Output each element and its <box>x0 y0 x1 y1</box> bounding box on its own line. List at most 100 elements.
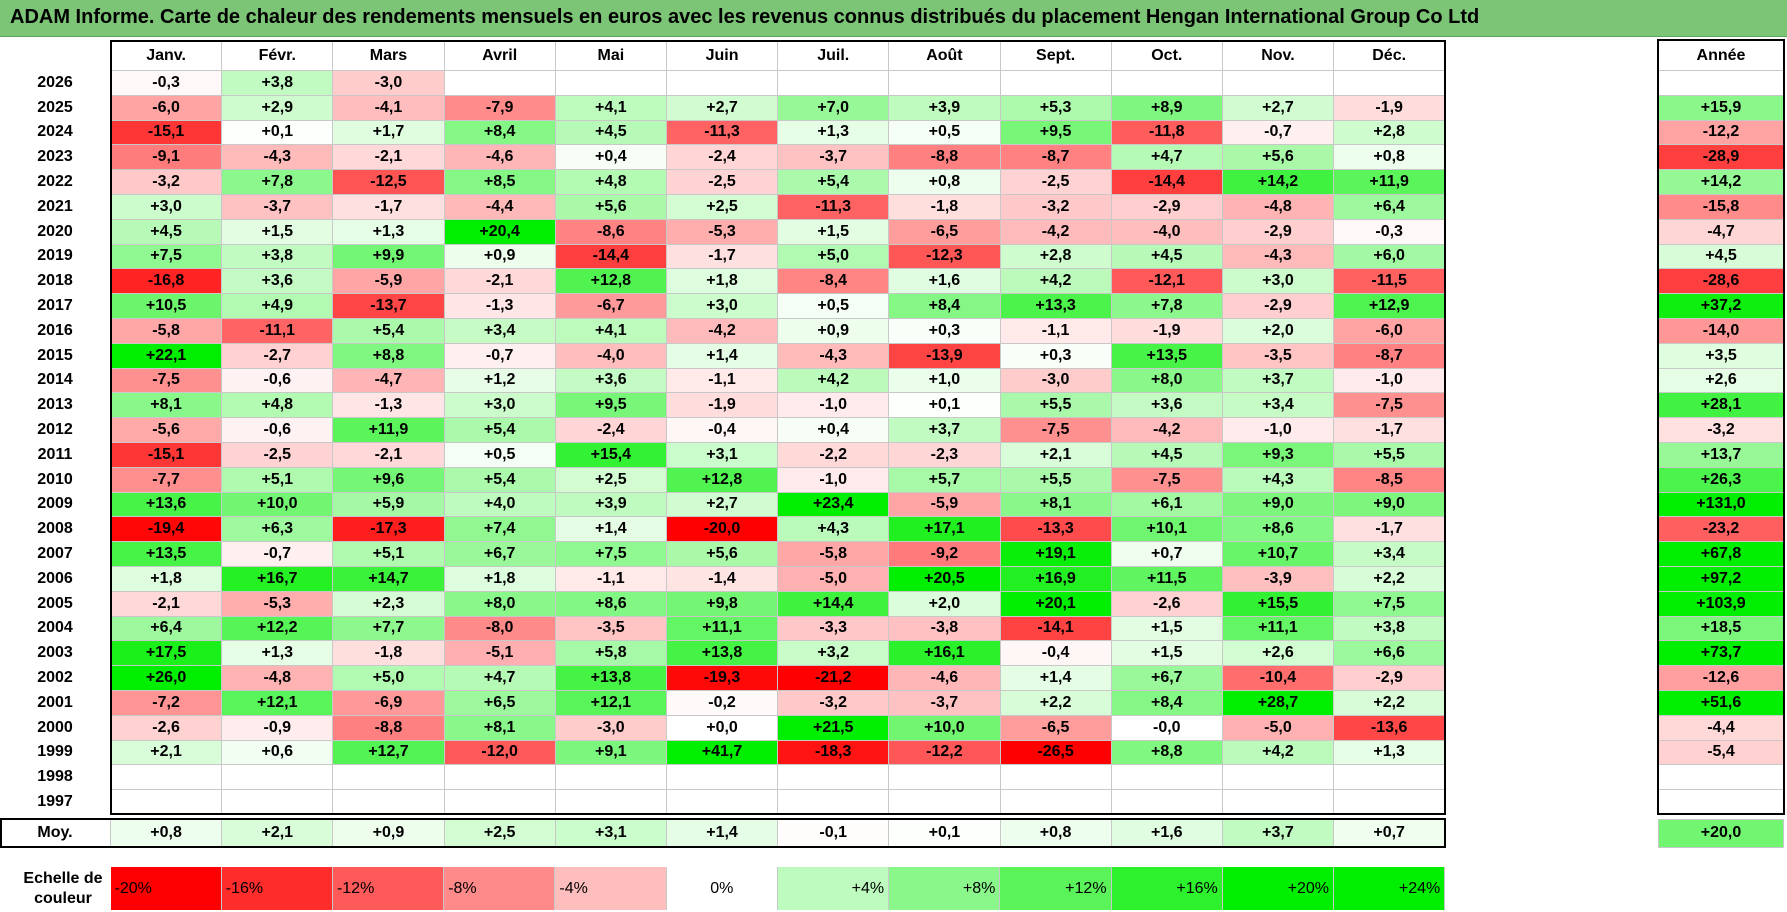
heatmap-cell: -5,0 <box>1221 714 1335 741</box>
year-label: 2021 <box>37 197 73 215</box>
heatmap-cell: +5,7 <box>888 466 1001 493</box>
heatmap-cell: +3,2 <box>777 640 890 667</box>
heatmap-cell: +10,0 <box>221 491 334 518</box>
heatmap-cell: +14,7 <box>332 565 445 592</box>
annual-cell: +37,2 <box>1658 293 1784 319</box>
heatmap-cell: +6,5 <box>443 689 556 716</box>
heatmap-cell: +3,4 <box>1221 392 1335 419</box>
heatmap-cell: +4,1 <box>554 317 667 344</box>
average-cell: +0,8 <box>999 818 1112 848</box>
annual-returns-grid: Année +15,9 -12,2 -28,9 +14,2 -15,8 -4,7 +4,5 -2… <box>1658 40 1784 848</box>
heatmap-cell: -0,3 <box>109 70 223 96</box>
heatmap-cell: -3,9 <box>1221 565 1335 592</box>
year-label: 2010 <box>37 470 73 488</box>
annual-cell: +13,7 <box>1658 441 1784 468</box>
heatmap-cell: -13,7 <box>332 293 445 319</box>
year-label: 2011 <box>37 445 73 463</box>
color-scale-step: -12% <box>332 867 445 911</box>
month-header: Mars <box>332 40 445 71</box>
color-scale-step: +20% <box>1222 867 1334 911</box>
heatmap-cell: -12,3 <box>888 243 1001 270</box>
heatmap-cell: -3,3 <box>777 615 890 642</box>
heatmap-cell: +1,4 <box>999 665 1112 691</box>
heatmap-cell: +2,1 <box>109 739 223 766</box>
heatmap-cell <box>1333 764 1446 791</box>
heatmap-cell: +9,0 <box>1221 491 1335 518</box>
monthly-returns-grid: Janv. Févr. Mars Avril Mai Juin Juil. Août Sept.… <box>0 40 1446 848</box>
heatmap-cell: -4,4 <box>443 193 556 220</box>
heatmap-cell: +5,8 <box>554 640 667 667</box>
heatmap-cell: -0,7 <box>443 342 556 369</box>
average-cell: -0,1 <box>777 818 890 848</box>
heatmap-cell: +5,1 <box>332 541 445 567</box>
year-label: 2026 <box>37 73 73 91</box>
heatmap-cell: +4,2 <box>999 268 1112 295</box>
month-header: Janv. <box>109 40 223 71</box>
heatmap-cell: +14,4 <box>777 590 890 617</box>
heatmap-cell: +7,7 <box>332 615 445 642</box>
heatmap-cell: -0,4 <box>665 417 779 443</box>
heatmap-cell: +3,8 <box>221 70 334 96</box>
heatmap-cell: +8,9 <box>1110 94 1223 121</box>
heatmap-cell: +0,5 <box>777 293 890 319</box>
heatmap-cell: +6,7 <box>1110 665 1223 691</box>
heatmap-cell: -0,7 <box>221 541 334 567</box>
heatmap-cell: +2,2 <box>1333 689 1446 716</box>
heatmap-cell: +1,3 <box>1333 739 1446 766</box>
year-label: 2008 <box>37 520 73 538</box>
heatmap-cell: -2,3 <box>888 441 1001 468</box>
annual-average-cell: +20,0 <box>1658 818 1784 848</box>
year-label: 2012 <box>37 421 73 439</box>
table-row: 2010 -7,7 +5,1 +9,6 +5,4 +2,5 +12,8 -1,0 +5,7 +5,… <box>0 466 1446 493</box>
year-label: 2025 <box>37 98 73 116</box>
heatmap-cell: +8,4 <box>1110 689 1223 716</box>
heatmap-cell: +12,1 <box>554 689 667 716</box>
heatmap-cell: +5,3 <box>999 94 1112 121</box>
heatmap-cell: +0,1 <box>221 119 334 146</box>
heatmap-cell: +5,6 <box>554 193 667 220</box>
year-label: 2015 <box>37 346 73 364</box>
heatmap-cell: +8,5 <box>443 169 556 195</box>
month-header: Nov. <box>1221 40 1335 71</box>
heatmap-cell: +16,1 <box>888 640 1001 667</box>
heatmap-cell: +3,8 <box>221 243 334 270</box>
heatmap-cell: -2,9 <box>1333 665 1446 691</box>
annual-cell: +103,9 <box>1658 590 1784 617</box>
average-cell: +1,6 <box>1110 818 1223 848</box>
year-label: 2001 <box>37 693 73 711</box>
heatmap-cell: +12,2 <box>221 615 334 642</box>
heatmap-cell: -1,1 <box>554 565 667 592</box>
heatmap-cell: +5,6 <box>665 541 779 567</box>
heatmap-cell: -13,9 <box>888 342 1001 369</box>
heatmap-cell: +2,2 <box>1333 565 1446 592</box>
heatmap-cell: +4,8 <box>554 169 667 195</box>
year-label: 2017 <box>37 297 73 315</box>
heatmap-cell: +7,5 <box>1333 590 1446 617</box>
heatmap-cell: +20,1 <box>999 590 1112 617</box>
heatmap-cell: +13,5 <box>1110 342 1223 369</box>
heatmap-cell: +3,7 <box>1221 367 1335 394</box>
table-row: 2017 +10,5 +4,9 -13,7 -1,3 -6,7 +3,0 +0,5 +8,4 +1… <box>0 293 1446 319</box>
annual-cell: -12,2 <box>1658 119 1784 146</box>
annual-cell: -12,6 <box>1658 665 1784 691</box>
heatmap-cell: -20,0 <box>665 516 779 543</box>
heatmap-cell: +2,7 <box>1221 94 1335 121</box>
table-row: 1998 <box>0 764 1446 791</box>
heatmap-cell: -2,1 <box>109 590 223 617</box>
annual-cell: -14,0 <box>1658 317 1784 344</box>
heatmap-cell: -6,0 <box>1333 317 1446 344</box>
heatmap-cell: +7,5 <box>109 243 223 270</box>
table-row: 2024 -15,1 +0,1 +1,7 +8,4 +4,5 -11,3 +1,3 +0,5 +9… <box>0 119 1446 146</box>
heatmap-cell: +7,0 <box>777 94 890 121</box>
heatmap-cell: -3,0 <box>332 70 445 96</box>
heatmap-cell: +3,0 <box>443 392 556 419</box>
heatmap-cell: +12,7 <box>332 739 445 766</box>
heatmap-cell: +8,1 <box>999 491 1112 518</box>
heatmap-cell: -1,7 <box>1333 417 1446 443</box>
heatmap-cell: -14,1 <box>999 615 1112 642</box>
table-row: 2006 +1,8 +16,7 +14,7 +1,8 -1,1 -1,4 -5,0 +20,5 +… <box>0 565 1446 592</box>
year-label: 2007 <box>37 545 73 563</box>
heatmap-cell: -4,3 <box>221 144 334 171</box>
heatmap-cell: -0,4 <box>999 640 1112 667</box>
heatmap-cell <box>888 789 1001 815</box>
